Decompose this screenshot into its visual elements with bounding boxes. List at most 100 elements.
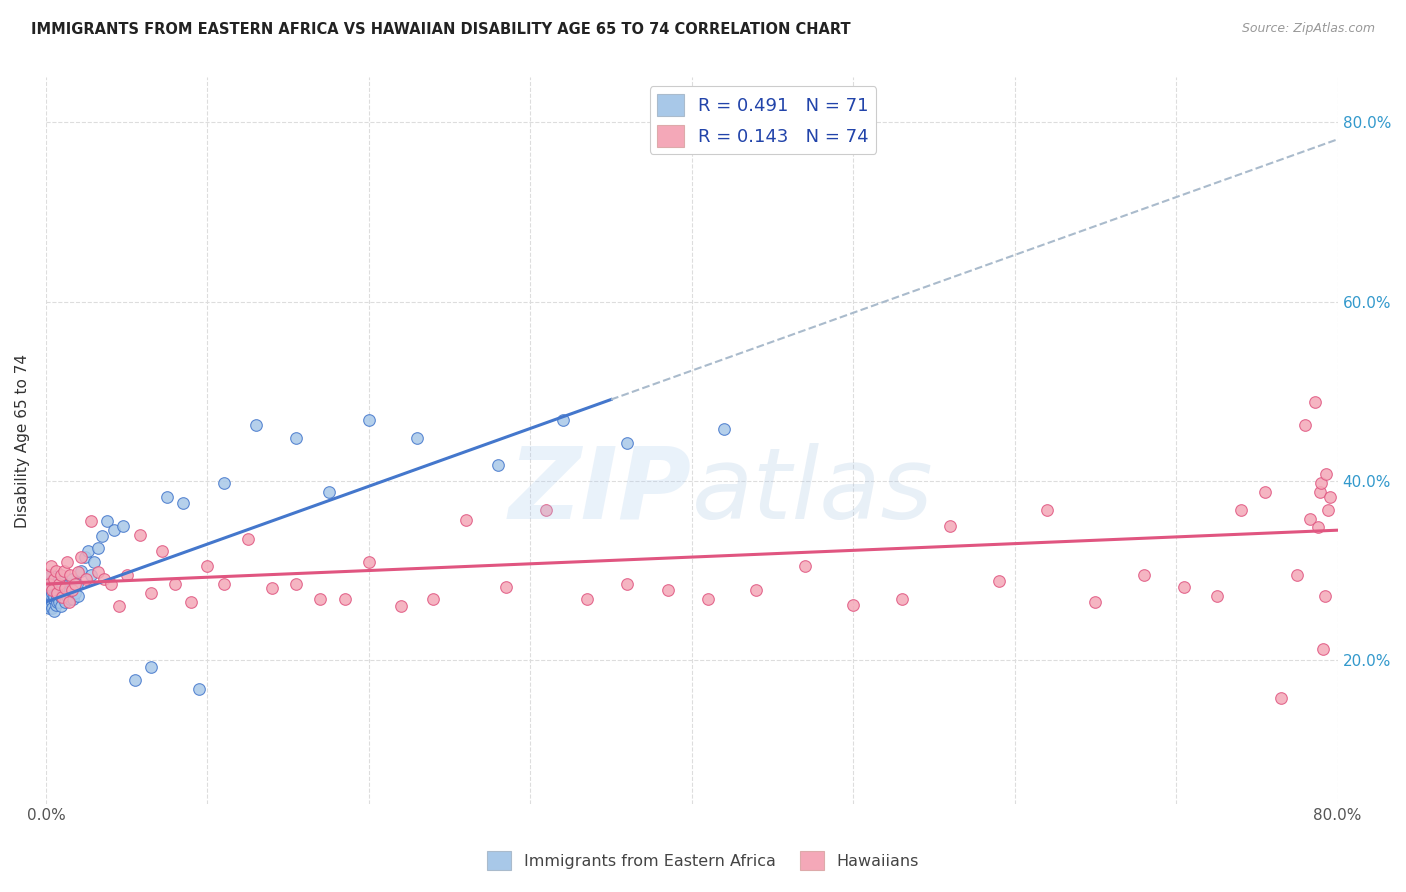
Point xyxy=(1133,568,1156,582)
Point xyxy=(713,422,735,436)
Point xyxy=(46,586,69,600)
Point xyxy=(56,555,79,569)
Point xyxy=(212,577,235,591)
Point xyxy=(53,595,76,609)
Point xyxy=(616,577,638,591)
Point xyxy=(357,555,380,569)
Point xyxy=(63,577,86,591)
Point xyxy=(58,595,80,609)
Point xyxy=(51,589,73,603)
Point xyxy=(793,559,815,574)
Point xyxy=(52,564,75,578)
Point xyxy=(39,589,62,603)
Point xyxy=(48,595,70,609)
Point xyxy=(63,586,86,600)
Point xyxy=(285,577,308,591)
Point xyxy=(357,413,380,427)
Point xyxy=(37,568,59,582)
Point xyxy=(70,564,93,578)
Point xyxy=(42,592,65,607)
Point xyxy=(86,541,108,555)
Point xyxy=(96,514,118,528)
Point xyxy=(486,458,509,472)
Point xyxy=(73,550,96,565)
Point xyxy=(1316,502,1339,516)
Point xyxy=(112,518,135,533)
Y-axis label: Disability Age 65 to 74: Disability Age 65 to 74 xyxy=(15,353,30,527)
Point xyxy=(86,566,108,580)
Point xyxy=(39,580,62,594)
Point xyxy=(42,583,65,598)
Point xyxy=(93,573,115,587)
Point xyxy=(188,681,211,696)
Point xyxy=(172,496,194,510)
Point xyxy=(37,599,59,614)
Point xyxy=(389,599,412,614)
Point xyxy=(103,523,125,537)
Point xyxy=(150,543,173,558)
Point xyxy=(48,580,70,594)
Point xyxy=(41,583,63,598)
Point xyxy=(53,586,76,600)
Point xyxy=(42,573,65,587)
Point xyxy=(37,591,59,605)
Point xyxy=(1173,580,1195,594)
Point xyxy=(80,514,103,528)
Point xyxy=(49,568,72,582)
Point xyxy=(1205,589,1227,603)
Point xyxy=(48,573,70,587)
Text: ZIP: ZIP xyxy=(509,442,692,540)
Point xyxy=(309,592,332,607)
Point xyxy=(46,583,69,598)
Point xyxy=(75,573,97,587)
Point xyxy=(987,574,1010,589)
Point xyxy=(59,583,82,598)
Point xyxy=(48,577,70,591)
Point xyxy=(45,564,67,578)
Point xyxy=(197,559,219,574)
Point xyxy=(422,592,444,607)
Point xyxy=(100,577,122,591)
Point xyxy=(70,550,93,565)
Point xyxy=(139,660,162,674)
Point xyxy=(1315,467,1337,481)
Point xyxy=(890,592,912,607)
Point xyxy=(59,568,82,582)
Point xyxy=(91,529,114,543)
Point xyxy=(1308,520,1330,534)
Point xyxy=(77,543,100,558)
Point xyxy=(1299,511,1322,525)
Point xyxy=(1319,490,1341,504)
Point xyxy=(1313,589,1336,603)
Text: IMMIGRANTS FROM EASTERN AFRICA VS HAWAIIAN DISABILITY AGE 65 TO 74 CORRELATION C: IMMIGRANTS FROM EASTERN AFRICA VS HAWAII… xyxy=(31,22,851,37)
Point xyxy=(575,592,598,607)
Point xyxy=(1303,395,1326,409)
Point xyxy=(62,592,84,607)
Point xyxy=(260,582,283,596)
Point xyxy=(46,591,69,605)
Point xyxy=(657,583,679,598)
Point xyxy=(212,475,235,490)
Point xyxy=(67,589,90,603)
Point xyxy=(1036,502,1059,516)
Point xyxy=(59,592,82,607)
Point xyxy=(115,568,138,582)
Point xyxy=(41,586,63,600)
Text: atlas: atlas xyxy=(692,442,934,540)
Point xyxy=(551,413,574,427)
Point xyxy=(165,577,187,591)
Point xyxy=(49,591,72,605)
Point xyxy=(1286,568,1309,582)
Point xyxy=(38,601,60,615)
Point xyxy=(285,431,308,445)
Point xyxy=(42,604,65,618)
Point xyxy=(41,601,63,615)
Point xyxy=(66,577,89,591)
Point xyxy=(1309,484,1331,499)
Point xyxy=(58,577,80,591)
Point xyxy=(39,568,62,582)
Point xyxy=(38,586,60,600)
Point xyxy=(45,586,67,600)
Point xyxy=(454,513,477,527)
Point xyxy=(41,595,63,609)
